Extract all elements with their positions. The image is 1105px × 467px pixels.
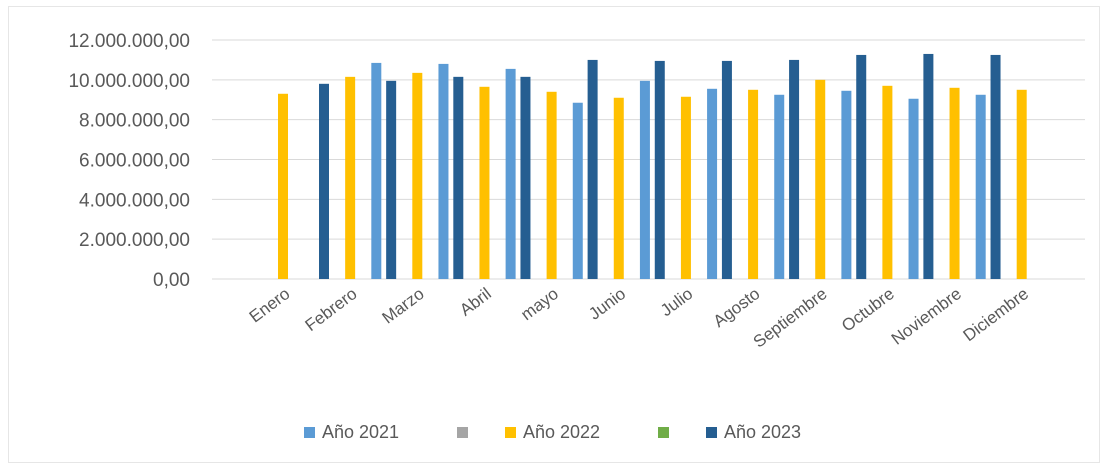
bar-año-2023-agosto	[789, 59, 800, 279]
x-tick-label: Enero	[246, 284, 294, 326]
x-tick-label: Octubre	[838, 284, 898, 336]
x-tick-label: Abril	[456, 284, 495, 320]
legend-label: Año 2022	[523, 422, 600, 442]
bar-año-2023-junio	[654, 60, 665, 279]
y-axis-ticks: 0,00 2.000.000,00 4.000.000,00 6.000.000,00…	[68, 31, 190, 291]
bar-año-2021-marzo	[371, 62, 382, 279]
y-tick-label: 8.000.000,00	[79, 111, 190, 132]
bar-año-2021-julio	[639, 80, 650, 280]
bar-año-2022-septiembre	[815, 79, 826, 279]
bar-año-2023-septiembre	[856, 54, 867, 279]
bar-año-2022-enero	[278, 93, 288, 280]
bar-año-2022-diciembre	[1016, 89, 1027, 280]
y-tick-label: 0,00	[153, 270, 190, 291]
bar-año-2022-junio	[613, 97, 624, 279]
legend-label: Año 2021	[322, 422, 399, 442]
bar-año-2021-junio	[572, 102, 583, 279]
legend: Año 2021 Año 2022 Año 2023	[304, 422, 801, 442]
legend-swatch	[304, 427, 315, 438]
bar-año-2023-marzo	[453, 76, 464, 280]
legend-swatch	[706, 427, 717, 438]
bar-año-2021-noviembre	[908, 98, 919, 279]
y-tick-label: 4.000.000,00	[79, 190, 190, 211]
bar-año-2022-mayo	[546, 91, 557, 280]
x-tick-label: Agosto	[710, 284, 764, 331]
x-tick-label: Febrero	[302, 284, 361, 335]
bar-año-2022-febrero	[345, 76, 356, 280]
x-axis-ticks: Enero Febrero Marzo Abril mayo Junio Julio Agos…	[246, 284, 1032, 351]
y-tick-label: 6.000.000,00	[79, 151, 190, 172]
bar-año-2023-enero	[319, 83, 329, 279]
bars	[278, 53, 1027, 280]
bar-año-2021-mayo	[505, 68, 516, 279]
bar-año-2022-octubre	[882, 85, 893, 279]
bar-año-2022-noviembre	[949, 87, 960, 279]
bar-año-2023-mayo	[587, 59, 598, 279]
legend-label: Año 2023	[724, 422, 801, 442]
bar-año-2023-octubre	[923, 53, 934, 279]
bar-año-2023-julio	[721, 60, 732, 279]
x-tick-label: Julio	[657, 284, 696, 320]
bar-año-2021-diciembre	[975, 94, 986, 279]
bar-año-2021-octubre	[841, 90, 852, 279]
bar-año-2022-abril	[479, 86, 490, 279]
x-tick-label: Junio	[585, 284, 629, 324]
x-tick-label: Marzo	[379, 284, 428, 328]
bar-año-2022-marzo	[412, 72, 423, 279]
x-tick-label: mayo	[517, 284, 562, 324]
y-tick-label: 2.000.000,00	[79, 230, 190, 251]
bar-año-2023-noviembre	[990, 54, 1001, 279]
x-tick-label: Noviembre	[888, 284, 965, 349]
bar-año-2021-agosto	[707, 88, 718, 279]
x-tick-label: Septiembre	[750, 284, 831, 351]
y-tick-label: 12.000.000,00	[68, 31, 190, 52]
bar-año-2021-septiembre	[774, 94, 785, 279]
bar-año-2023-abril	[520, 76, 531, 280]
bar-año-2023-febrero	[386, 80, 397, 280]
legend-swatch	[505, 427, 516, 438]
bar-año-2021-abril	[438, 63, 449, 280]
y-tick-label: 10.000.000,00	[68, 71, 190, 92]
legend-swatch	[658, 427, 669, 438]
x-tick-label: Diciembre	[960, 284, 1033, 345]
bar-año-2022-agosto	[748, 89, 759, 280]
legend-swatch	[457, 427, 468, 438]
bar-año-2022-julio	[680, 96, 691, 279]
